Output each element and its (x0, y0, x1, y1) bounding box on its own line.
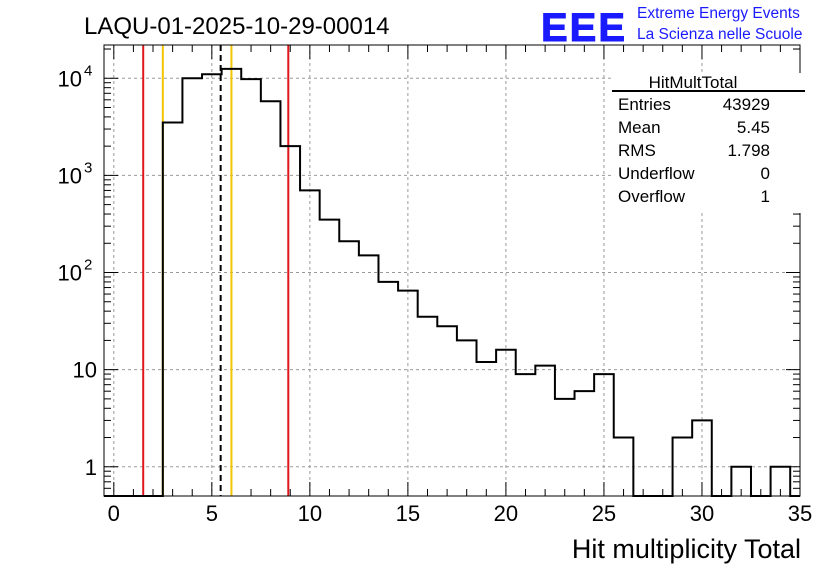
logo-line-2: La Scienza nelle Scuole (637, 26, 802, 43)
x-axis-label: Hit multiplicity Total (572, 534, 801, 564)
x-tick-label: 10 (298, 501, 322, 526)
plot-frame (103, 44, 801, 497)
histogram-series (104, 67, 800, 497)
stats-row-label: RMS (618, 141, 656, 160)
stats-row-value: 43929 (723, 95, 770, 114)
stats-row-label: Overflow (618, 187, 686, 206)
y-tick-label: 10 (73, 358, 97, 383)
logo-line-1: Extreme Energy Events (637, 5, 800, 22)
x-tick-label: 5 (206, 501, 218, 526)
stats-box-bg (611, 73, 802, 213)
y-tick-label: 10 (58, 163, 82, 188)
stats-box: HitMultTotal Entries 43929 Mean 5.45 RMS 1.79… (611, 73, 805, 213)
x-tick-label: 0 (108, 501, 120, 526)
stats-row-value: 1 (761, 187, 770, 206)
stats-row-value: 1.798 (727, 141, 770, 160)
x-tick-label: 20 (494, 501, 518, 526)
stats-rows: Entries 43929 Mean 5.45 RMS 1.798 Underflow 0 Ov… (618, 95, 770, 206)
stats-row-label: Underflow (618, 164, 695, 183)
y-tick-exponent: 4 (84, 62, 92, 79)
y-tick-label: 10 (58, 261, 82, 286)
y-tick-label: 10 (58, 66, 82, 91)
stats-row-label: Entries (618, 95, 671, 114)
y-tick-exponent: 2 (84, 257, 92, 274)
y-tick-exponent: 3 (84, 159, 92, 176)
y-tick-label: 1 (85, 455, 97, 480)
chart-title: LAQU-01-2025-10-29-00014 (84, 13, 390, 40)
stats-row-label: Mean (618, 118, 661, 137)
stats-title: HitMultTotal (649, 73, 738, 92)
stats-row-value: 5.45 (737, 118, 770, 137)
eee-logo: EEE (541, 6, 627, 50)
x-tick-label: 25 (592, 501, 616, 526)
x-tick-label: 15 (396, 501, 420, 526)
stats-row-value: 0 (761, 164, 770, 183)
x-tick-label: 35 (788, 501, 812, 526)
x-tick-labels: 0 5 10 15 20 25 30 35 (108, 501, 813, 526)
x-tick-label: 30 (690, 501, 714, 526)
